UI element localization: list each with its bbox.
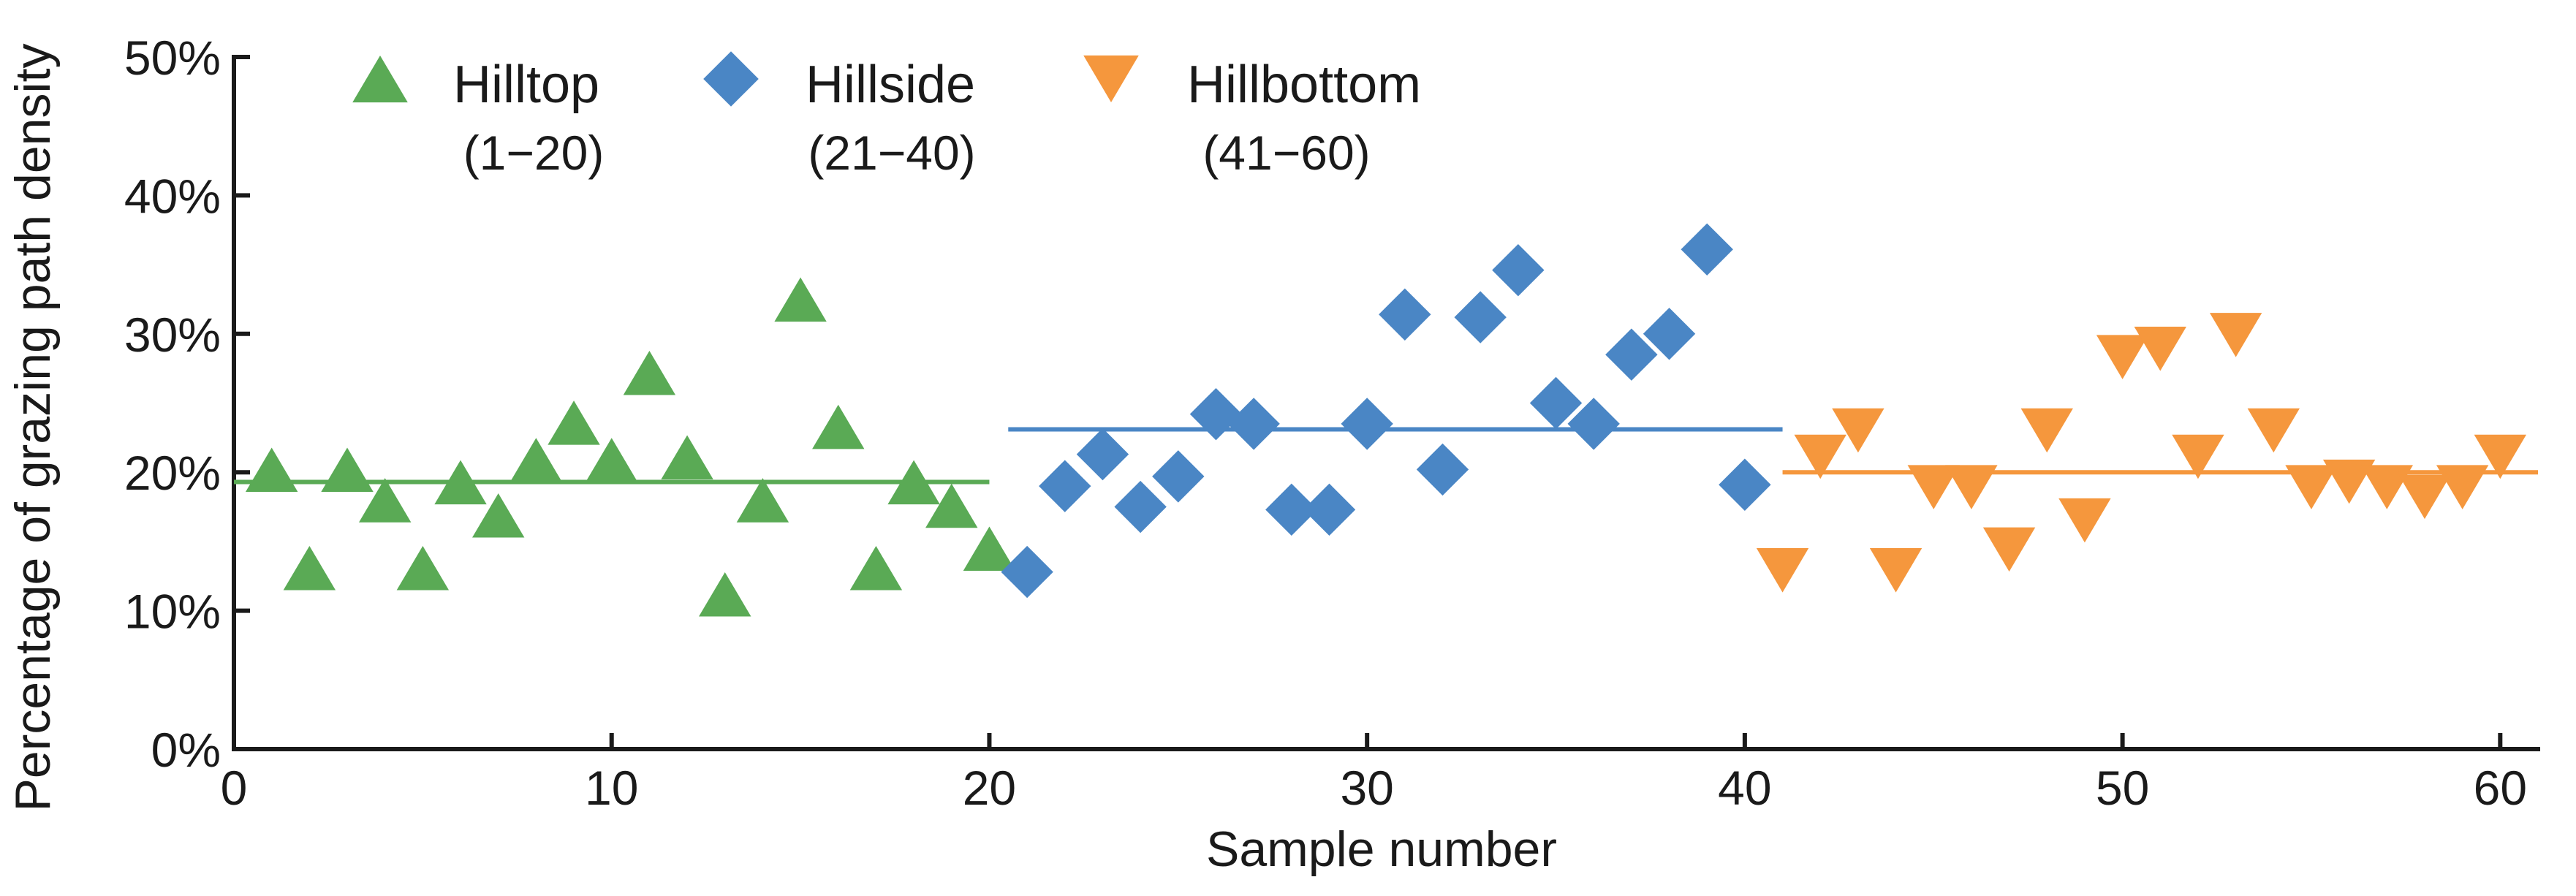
x-tick-label: 50 xyxy=(2096,761,2149,815)
data-points xyxy=(245,223,2527,617)
legend: Hilltop (1−20) Hillside (21−40) Hillbottom (4… xyxy=(352,51,1421,180)
data-point-hillbottom xyxy=(2096,335,2149,379)
data-point-hilltop xyxy=(849,545,903,591)
data-point-hillbottom xyxy=(2322,459,2376,504)
data-point-hilltop xyxy=(623,350,676,395)
data-point-hillbottom xyxy=(1794,434,1846,479)
legend-label-hillbottom: Hillbottom xyxy=(1187,56,1421,114)
y-tick-label: 50% xyxy=(124,31,221,85)
data-point-hillside xyxy=(1416,443,1469,496)
data-point-hillside xyxy=(1152,450,1205,503)
data-point-hilltop xyxy=(586,438,638,482)
data-point-hilltop xyxy=(396,545,450,591)
data-point-hillside xyxy=(1719,458,1771,511)
x-tick-label: 0 xyxy=(221,761,248,815)
data-point-hilltop xyxy=(887,460,940,505)
data-point-hilltop xyxy=(358,478,412,523)
data-point-hilltop xyxy=(774,277,827,322)
legend-marker-hilltop xyxy=(352,56,408,103)
data-point-hilltop xyxy=(661,435,713,479)
legend-label-hillside: Hillside xyxy=(806,56,975,114)
data-point-hillside xyxy=(1379,288,1431,341)
data-point-hillbottom xyxy=(2474,434,2527,479)
data-point-hillside xyxy=(1039,460,1091,512)
data-point-hillbottom xyxy=(2360,465,2414,509)
data-point-hillbottom xyxy=(1982,527,2036,572)
data-point-hillbottom xyxy=(2436,465,2489,509)
legend-range-hillbottom: (41−60) xyxy=(1202,126,1370,180)
data-point-hilltop xyxy=(548,400,600,445)
data-point-hillbottom xyxy=(1907,465,1960,509)
data-point-hillside xyxy=(1529,376,1583,430)
data-point-hilltop xyxy=(699,572,751,617)
data-point-hillside xyxy=(1681,223,1733,276)
data-point-hillside xyxy=(1189,387,1243,441)
y-tick-label: 40% xyxy=(124,169,221,223)
data-point-hilltop xyxy=(509,438,563,482)
x-tick-label: 40 xyxy=(1718,761,1771,815)
data-point-hillbottom xyxy=(2285,465,2338,509)
data-point-hilltop xyxy=(434,460,487,505)
data-point-hillside xyxy=(1076,428,1129,481)
legend-label-hilltop: Hilltop xyxy=(453,56,599,114)
data-point-hillbottom xyxy=(1832,408,1884,453)
data-point-hillbottom xyxy=(1869,548,1922,593)
x-tick-label: 20 xyxy=(963,761,1016,815)
legend-range-hillside: (21−40) xyxy=(808,126,975,180)
data-point-hillbottom xyxy=(2134,327,2186,371)
data-point-hilltop xyxy=(283,545,336,591)
data-point-hillside xyxy=(1492,243,1545,297)
data-point-hillbottom xyxy=(2247,408,2300,453)
data-point-hillbottom xyxy=(2398,474,2451,520)
data-point-hillside xyxy=(1227,398,1280,450)
legend-range-hilltop: (1−20) xyxy=(463,126,605,180)
data-point-hillbottom xyxy=(1756,548,1809,593)
data-point-hillside xyxy=(1643,308,1696,360)
data-point-hillbottom xyxy=(1945,465,1998,509)
data-point-hillside xyxy=(1605,328,1658,381)
axes: 0% 10% 20% 30% 40% 50% 0 10 20 30 40 50 60 xyxy=(124,31,2540,815)
data-point-hillbottom xyxy=(2172,434,2224,479)
x-tick-label: 60 xyxy=(2474,761,2527,815)
data-point-hillside xyxy=(1001,545,1053,599)
data-point-hillside xyxy=(1303,483,1356,536)
data-point-hilltop xyxy=(321,447,374,493)
y-tick-label: 30% xyxy=(124,308,221,362)
data-point-hilltop xyxy=(472,493,525,538)
y-tick-label: 20% xyxy=(124,446,221,500)
y-tick-label: 0% xyxy=(151,723,221,777)
x-tick-label: 30 xyxy=(1340,761,1393,815)
data-point-hilltop xyxy=(245,447,298,493)
data-point-hilltop xyxy=(812,404,865,449)
x-axis-title: Sample number xyxy=(1206,821,1557,877)
data-point-hillside xyxy=(1265,483,1318,536)
data-point-hillbottom xyxy=(2209,313,2262,357)
data-point-hilltop xyxy=(736,478,789,523)
data-point-hillbottom xyxy=(2058,498,2111,543)
y-tick-label: 10% xyxy=(124,585,221,639)
data-point-hillside xyxy=(1341,398,1393,450)
data-point-hillside xyxy=(1114,480,1167,534)
data-point-hilltop xyxy=(963,526,1016,571)
x-tick-label: 10 xyxy=(585,761,638,815)
data-point-hillbottom xyxy=(2020,408,2073,453)
legend-marker-hillbottom xyxy=(1083,55,1139,102)
legend-marker-hillside xyxy=(703,51,759,107)
y-axis-title: Percentage of grazing path density xyxy=(5,44,61,812)
data-point-hillside xyxy=(1454,291,1507,343)
data-point-hillside xyxy=(1567,398,1620,450)
data-point-hilltop xyxy=(925,483,978,528)
